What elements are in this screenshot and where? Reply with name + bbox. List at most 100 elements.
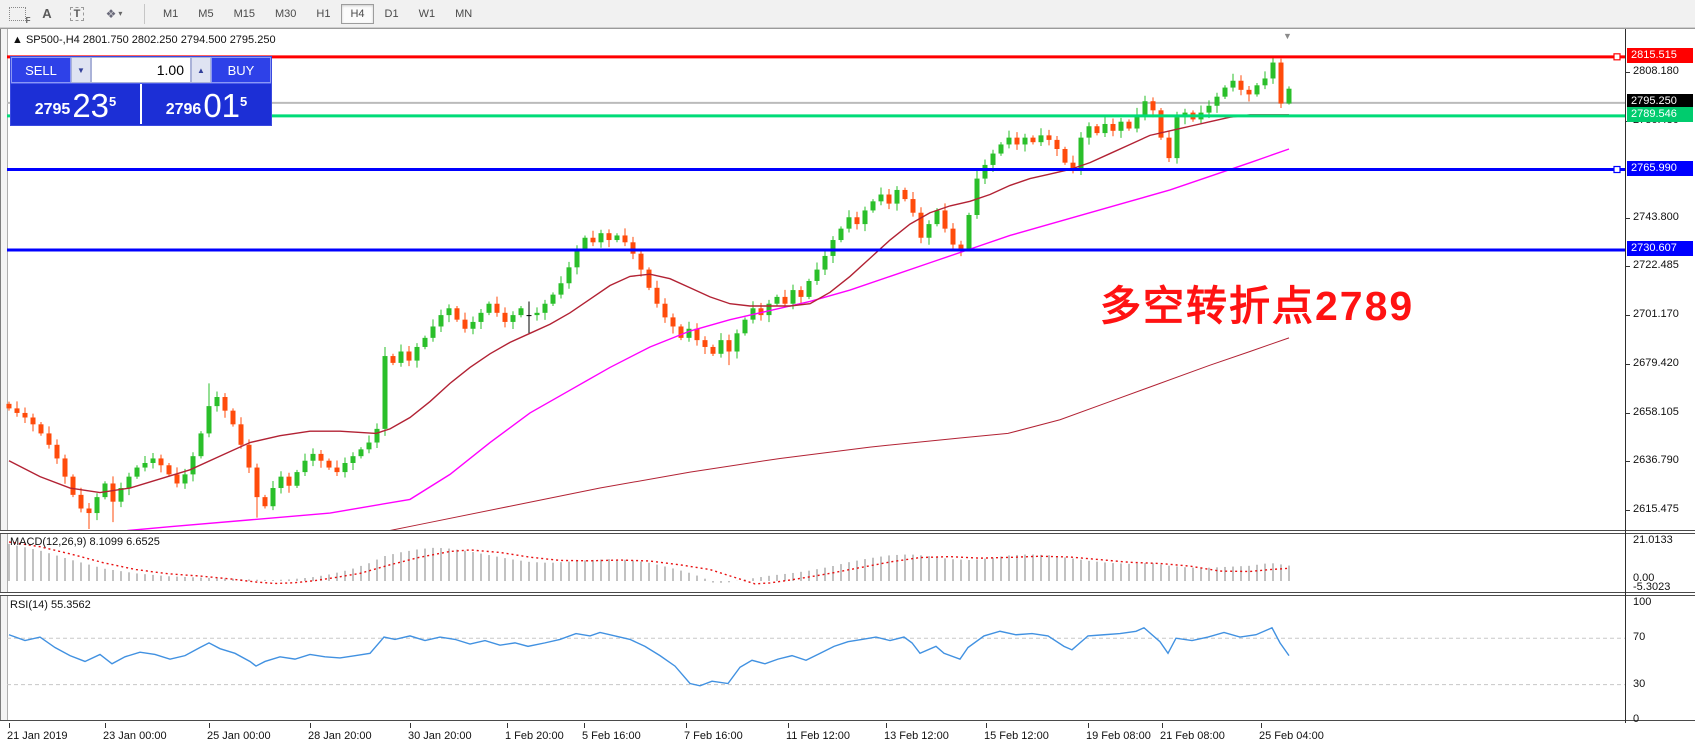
price-badge: 2795.250 [1627,93,1693,109]
macd-label: MACD(12,26,9) 8.1099 6.6525 [10,536,160,548]
price-tick-label: 2722.485 [1633,259,1679,272]
timeframe-d1[interactable]: D1 [384,7,399,20]
date-tick-label: 21 Feb 08:00 [1160,730,1225,742]
buy-button[interactable]: BUY [211,57,271,83]
price-tick-mark [1625,412,1630,414]
macd-axis-label: -5.3023 [1633,581,1671,593]
date-tick-label: 25 Feb 04:00 [1259,730,1324,742]
main-chart-canvas[interactable] [0,31,1625,531]
date-tick-label: 25 Jan 00:00 [207,730,271,742]
price-tick-label: 2658.105 [1633,405,1679,418]
open-value: 2801.750 [82,34,129,46]
price-tick-label: 2615.475 [1633,502,1679,515]
toolbar: F A T ❖ ▾ M1 M5 M15 M30 H1 H4 D1 W1 MN [0,0,1695,28]
date-tick-label: 19 Feb 08:00 [1086,730,1151,742]
chart-header: ▲ SP500-,H4 2801.750 2802.250 2794.500 2… [12,34,276,46]
timeframe-group: M1 M5 M15 M30 H1 H4 D1 W1 MN [153,3,482,24]
volume-input[interactable] [91,57,191,83]
date-tick-label: 23 Jan 00:00 [103,730,167,742]
collapse-arrow-icon[interactable]: ▲ [12,34,23,46]
date-tick-mark [209,723,210,728]
buy-price-sup: 5 [240,94,248,109]
volume-increase-button[interactable]: ▲ [191,57,211,83]
close-value: 2795.250 [229,34,276,46]
date-tick-mark [410,723,411,728]
price-axis-border [1625,29,1626,750]
date-tick-mark [986,723,987,728]
date-tick-mark [788,723,789,728]
date-tick-label: 5 Feb 16:00 [582,730,641,742]
rsi-canvas[interactable] [0,595,1625,720]
sell-price-sup: 5 [109,94,117,109]
price-tick-mark [1625,217,1630,219]
chart-grid-icon[interactable]: F [4,3,31,25]
chart-window: ▲ SP500-,H4 2801.750 2802.250 2794.500 2… [0,28,1695,750]
timeframe-m15[interactable]: M15 [233,7,255,20]
chevron-down-icon: ▾ [118,9,123,18]
text-label-icon[interactable]: T [64,3,90,24]
sell-button[interactable]: SELL [11,57,71,83]
date-tick-label: 11 Feb 12:00 [786,730,851,742]
date-tick-mark [584,723,585,728]
price-tick-mark [1625,266,1630,268]
grid-glyph: F [8,6,31,25]
timeframe-mn[interactable]: MN [455,7,473,20]
date-tick-label: 30 Jan 20:00 [408,730,472,742]
date-tick-mark [507,723,508,728]
draw-objects-icon[interactable]: ❖ ▾ [94,3,134,24]
panel-separator[interactable] [0,592,1695,596]
timeframe-m30[interactable]: M30 [274,7,297,20]
panel-separator[interactable] [0,530,1695,534]
price-tick-label: 2636.790 [1633,454,1679,467]
macd-axis-label: 0.00 [1633,572,1655,584]
timeframe-w1[interactable]: W1 [418,7,436,20]
volume-decrease-button[interactable]: ▼ [71,57,91,83]
date-tick-mark [310,723,311,728]
timeframe-m1[interactable]: M1 [163,7,179,20]
price-badge: 2815.515 [1627,47,1693,63]
price-tick-mark [1625,314,1630,316]
timeframe-m5[interactable]: M5 [198,7,214,20]
date-axis[interactable]: 21 Jan 2019 23 Jan 00:00 25 Jan 00:00 28 Ja… [0,723,1695,750]
buy-price[interactable]: 2796 01 5 [142,84,271,124]
price-tick-mark [1625,509,1630,511]
rsi-axis-label: 100 [1633,596,1652,609]
toolbar-separator [144,3,145,24]
font-glyph: A [42,6,52,21]
date-tick-label: 1 Feb 20:00 [505,730,564,742]
font-icon[interactable]: A [34,3,60,24]
date-tick-mark [686,723,687,728]
price-tick-label: 2679.420 [1633,357,1679,370]
price-badge: 2789.546 [1627,106,1693,122]
timeframe-h4[interactable]: H4 [341,3,374,24]
sell-price-big: 23 [72,87,110,124]
rsi-axis-label: 0 [1633,712,1640,725]
chart-annotation-text[interactable]: 多空转折点2789 [1100,283,1415,329]
date-tick-mark [1088,723,1089,728]
rsi-label: RSI(14) 55.3562 [10,599,91,611]
date-tick-label: 21 Jan 2019 [7,730,68,742]
macd-canvas[interactable] [0,533,1625,592]
price-badge: 2765.990 [1627,160,1693,176]
date-tick-mark [105,723,106,728]
date-tick-mark [9,723,10,728]
symbol-period-label: SP500-,H4 [25,34,80,46]
date-tick-label: 15 Feb 12:00 [984,730,1049,742]
date-tick-mark [1261,723,1262,728]
sell-price-prefix: 2795 [34,101,71,118]
rsi-axis-label: 70 [1633,631,1646,644]
price-tick-mark [1625,364,1630,366]
high-value: 2802.250 [131,34,178,46]
window-left-border [0,29,8,750]
macd-axis-label: 21.0133 [1633,534,1673,546]
date-tick-mark [886,723,887,728]
low-value: 2794.500 [180,34,227,46]
date-tick-label: 13 Feb 12:00 [884,730,949,742]
price-tick-mark [1625,71,1630,73]
timeframe-h1[interactable]: H1 [316,7,331,20]
shift-marker-icon[interactable]: ▼ [1283,31,1292,41]
rsi-axis-label: 30 [1633,677,1646,690]
date-tick-label: 7 Feb 16:00 [684,730,743,742]
price-badge: 2730.607 [1627,241,1693,256]
sell-price[interactable]: 2795 23 5 [11,84,142,124]
